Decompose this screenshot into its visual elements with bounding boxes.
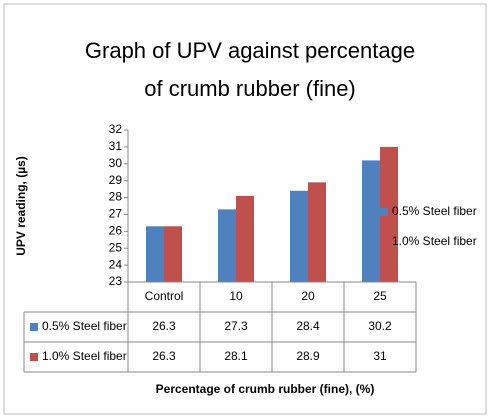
bar (290, 190, 308, 282)
y-tick-label: 30 (109, 156, 123, 170)
chart-title: Graph of UPV against percentage (85, 38, 415, 63)
table-cell: 30.2 (368, 319, 392, 333)
x-tick-label: 20 (301, 289, 315, 303)
y-tick-label: 25 (109, 240, 123, 254)
y-tick-label: 31 (109, 139, 123, 153)
y-tick-label: 23 (109, 274, 123, 288)
table-row-label: 0.5% Steel fiber (42, 319, 127, 333)
table-cell: 27.3 (224, 319, 248, 333)
x-tick-label: Control (145, 289, 184, 303)
table-legend-key (30, 353, 38, 361)
bar (218, 209, 236, 282)
table-cell: 28.9 (296, 349, 320, 363)
y-tick-label: 24 (109, 257, 123, 271)
table-legend-key (30, 323, 38, 331)
y-tick-label: 27 (109, 207, 123, 221)
chart-title: of crumb rubber (fine) (144, 76, 356, 101)
y-tick-label: 28 (109, 190, 123, 204)
table-cell: 28.4 (296, 319, 320, 333)
y-tick-label: 26 (109, 224, 123, 238)
x-tick-label: 10 (229, 289, 243, 303)
y-tick-label: 29 (109, 173, 123, 187)
table-cell: 26.3 (152, 349, 176, 363)
table-cell: 28.1 (224, 349, 248, 363)
x-tick-label: 25 (373, 289, 387, 303)
bar (362, 160, 380, 282)
x-axis-label: Percentage of crumb rubber (fine), (%) (156, 382, 375, 396)
bar (146, 226, 164, 282)
legend-label: 1.0% Steel fiber (392, 234, 477, 248)
table-row-label: 1.0% Steel fiber (42, 349, 127, 363)
bar (380, 146, 398, 282)
table-cell: 31 (373, 349, 387, 363)
bar (164, 226, 182, 282)
legend-key (380, 208, 388, 216)
bar (308, 182, 326, 282)
legend-label: 0.5% Steel fiber (392, 204, 477, 218)
legend-key (380, 238, 388, 246)
table-cell: 26.3 (152, 319, 176, 333)
y-tick-label: 32 (109, 122, 123, 136)
y-axis-label: UPV reading, (µs) (14, 156, 28, 256)
bar (236, 195, 254, 282)
